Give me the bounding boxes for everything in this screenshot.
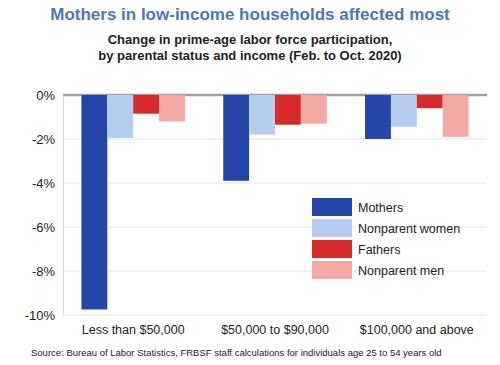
y-tick: -10%: [25, 308, 63, 323]
legend-label: Nonparent women: [358, 222, 460, 236]
y-tick-label: 0%: [36, 88, 55, 103]
bar: [107, 95, 133, 138]
bar: [275, 95, 301, 125]
x-tick-label: $50,000 to $90,000: [221, 323, 329, 337]
y-tick-label: -10%: [25, 308, 56, 323]
legend-item: Fathers: [312, 240, 400, 258]
bar: [81, 95, 107, 310]
legend-label: Nonparent men: [358, 264, 444, 278]
bar: [443, 95, 469, 137]
bar: [391, 95, 417, 127]
legend-item: Nonparent men: [312, 261, 444, 279]
x-axis: Less than $50,000 $50,000 to $90,000 $100,…: [82, 315, 474, 337]
y-tick: 0%: [36, 88, 63, 103]
grid-line: [63, 315, 487, 316]
subtitle: by parental status and income (Feb. to O…: [98, 48, 401, 63]
legend-item: Mothers: [312, 198, 403, 216]
y-tick: -2%: [32, 132, 63, 147]
x-tick: $50,000 to $90,000: [221, 315, 329, 337]
y-axis: 0% -2% -4% -6% -8% -10%: [25, 88, 64, 323]
y-tick-label: -2%: [32, 132, 56, 147]
x-tick-label: Less than $50,000: [82, 323, 185, 337]
subtitle: Change in prime-age labor force particip…: [108, 32, 393, 47]
y-tick: -8%: [32, 264, 63, 279]
plot: 0% -2% -4% -6% -8% -10% Less than $50,000 $50,0…: [25, 88, 487, 337]
y-tick-label: -8%: [32, 264, 56, 279]
x-tick-label: $100,000 and above: [360, 323, 474, 337]
grid-line: [63, 139, 487, 140]
grid: [63, 95, 487, 315]
bar: [365, 95, 391, 139]
source: Source: Bureau of Labor Statistics, FRBS…: [31, 347, 442, 358]
bar: [417, 95, 443, 108]
y-tick-label: -6%: [32, 220, 56, 235]
bar: [133, 95, 159, 114]
legend-swatch: [312, 198, 352, 216]
y-tick: -4%: [32, 176, 63, 191]
bar: [159, 95, 185, 121]
x-tick: Less than $50,000: [82, 315, 185, 337]
y-tick: -6%: [32, 220, 63, 235]
legend: Mothers Nonparent women Fathers Nonparent m…: [312, 198, 460, 279]
grid-line: [63, 183, 487, 184]
legend-label: Fathers: [358, 243, 400, 257]
bar: [223, 95, 249, 181]
bar: [249, 95, 275, 135]
legend-swatch: [312, 240, 352, 258]
y-axis-line: [63, 96, 64, 316]
legend-label: Mothers: [358, 201, 403, 215]
bars: [81, 95, 468, 310]
y-tick-label: -4%: [32, 176, 56, 191]
title: Mothers in low-income households affecte…: [50, 5, 450, 24]
chart: Mothers in low-income households affecte…: [0, 0, 500, 365]
legend-swatch: [312, 261, 352, 279]
bar: [301, 95, 327, 124]
x-tick: $100,000 and above: [360, 315, 474, 337]
legend-item: Nonparent women: [312, 219, 460, 237]
legend-swatch: [312, 219, 352, 237]
